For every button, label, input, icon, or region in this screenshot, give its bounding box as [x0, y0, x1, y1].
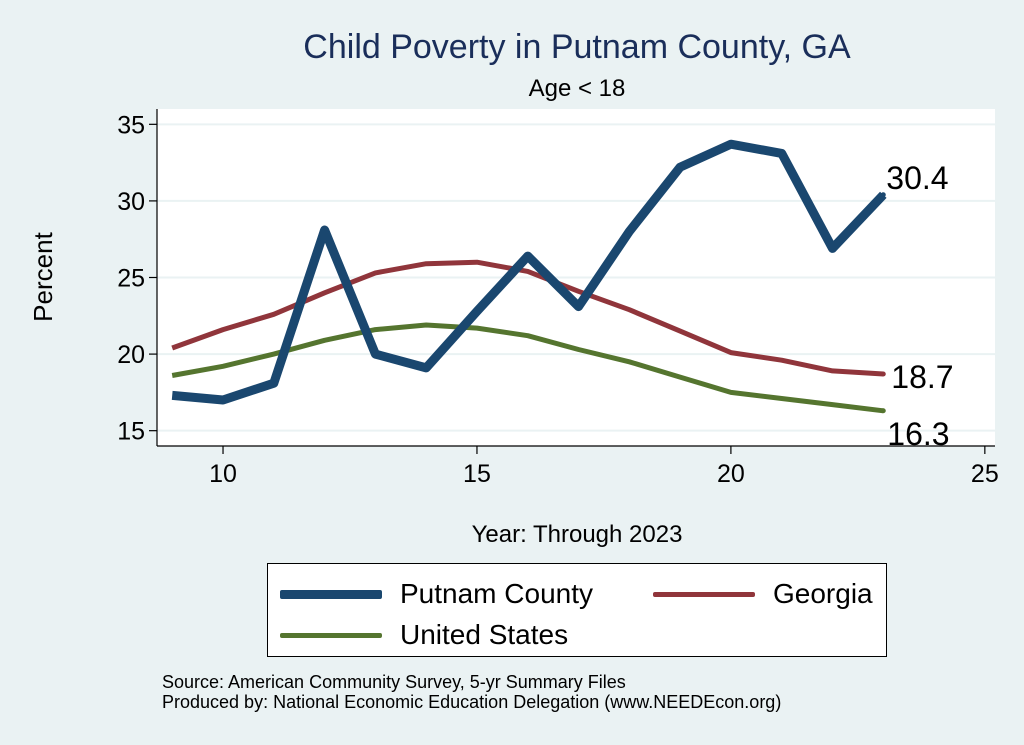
y-tick-label-30: 30 [117, 188, 145, 216]
y-tick-label-20: 20 [117, 341, 145, 369]
legend: Putnam County Georgia United States [267, 563, 887, 657]
end-label-united-states: 16.3 [887, 416, 949, 452]
end-label-putnam: 30.4 [886, 160, 948, 196]
end-point-united-states [880, 408, 886, 414]
end-labels: 30.4 18.7 16.3 [880, 160, 954, 452]
legend-label-putnam: Putnam County [400, 578, 593, 609]
source-line: Source: American Community Survey, 5-yr … [162, 672, 626, 692]
series-line-putnam [171, 139, 887, 405]
legend-swatch-united-states [280, 632, 382, 638]
y-axis-label: Percent [28, 231, 58, 321]
x-tick-label-20: 20 [717, 460, 745, 488]
series-line-united-states [171, 322, 884, 414]
legend-swatch-putnam [280, 589, 382, 599]
series-line-georgia [171, 259, 884, 377]
end-label-georgia: 18.7 [891, 359, 953, 395]
legend-label-united-states: United States [400, 619, 569, 650]
end-point-putnam [880, 192, 886, 198]
legend-item-georgia: Georgia [653, 578, 873, 610]
legend-swatch-georgia [653, 591, 755, 597]
x-tick-label-10: 10 [209, 460, 237, 488]
y-tick-label-15: 15 [117, 418, 145, 446]
x-tick-label-25: 25 [971, 460, 999, 488]
legend-item-putnam: Putnam County [280, 578, 593, 610]
produced-by-line: Produced by: National Economic Education… [162, 692, 782, 712]
y-tick-label-25: 25 [117, 265, 145, 293]
end-point-georgia [880, 371, 886, 377]
series-lines [171, 139, 887, 414]
legend-item-united-states: United States [280, 619, 568, 651]
x-axis-label: Year: Through 2023 [472, 521, 683, 548]
legend-label-georgia: Georgia [773, 578, 873, 609]
x-tick-label-15: 15 [463, 460, 491, 488]
y-tick-label-35: 35 [117, 111, 145, 139]
chart-subtitle: Age < 18 [528, 75, 626, 102]
chart-title: Child Poverty in Putnam County, GA [303, 28, 851, 66]
gridlines [157, 123, 995, 432]
axes: 15 20 25 30 35 10 15 20 25 [117, 109, 999, 488]
